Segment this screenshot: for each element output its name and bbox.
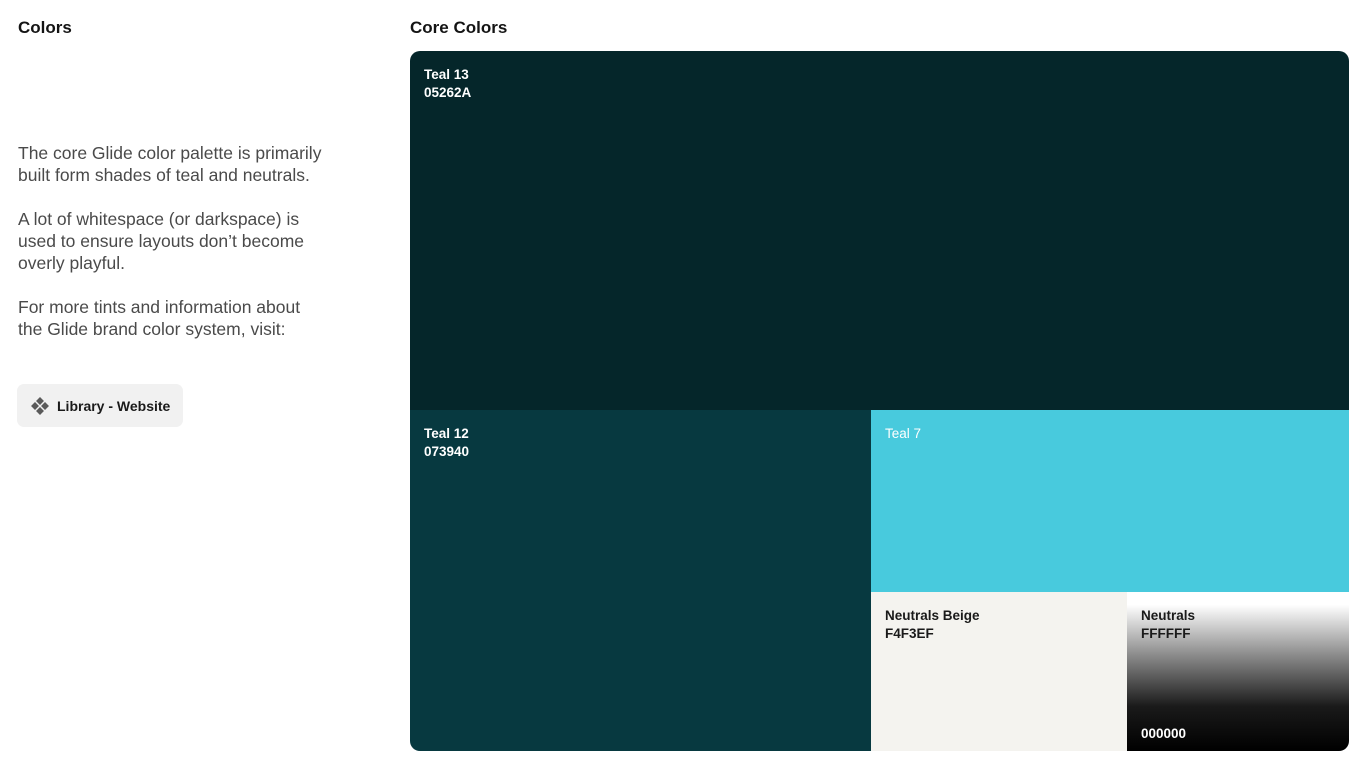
swatch-hex-top: FFFFFF [1141, 626, 1191, 641]
swatch-hex: 073940 [424, 444, 470, 459]
swatch-neutrals-label: Neutrals FFFFFF [1141, 607, 1195, 643]
swatch-hex: F4F3EF [885, 626, 934, 641]
swatch-teal-13: Teal 13 05262A [410, 51, 1349, 410]
color-palette: Teal 13 05262A Teal 12 073940 Teal 7 Neu… [410, 51, 1349, 751]
swatch-teal-7: Teal 7 [871, 410, 1349, 592]
library-website-button[interactable]: Library - Website [17, 384, 183, 427]
swatch-hex: 05262A [424, 85, 472, 100]
swatch-name: Teal 12 [424, 426, 469, 441]
component-diamond-icon [31, 396, 49, 415]
description-paragraph-2: A lot of whitespace (or darkspace) is us… [18, 209, 305, 273]
description: The core Glide color palette is primaril… [18, 142, 328, 362]
description-paragraph-1: The core Glide color palette is primaril… [18, 143, 322, 185]
swatch-name: Neutrals [1141, 608, 1196, 623]
swatch-name: Teal 7 [885, 426, 922, 441]
swatch-teal-13-label: Teal 13 05262A [424, 66, 471, 102]
swatch-neutrals-beige-label: Neutrals Beige F4F3EF [885, 607, 980, 643]
swatch-teal-12-label: Teal 12 073940 [424, 425, 469, 461]
swatch-teal-12: Teal 12 073940 [410, 410, 871, 751]
section-title: Colors [18, 18, 72, 37]
description-paragraph-3: For more tints and information about the… [18, 297, 301, 339]
swatch-neutrals-gradient: Neutrals FFFFFF 000000 [1127, 592, 1349, 751]
swatch-hex-bottom: 000000 [1141, 726, 1187, 741]
swatch-teal-7-label: Teal 7 [885, 425, 921, 443]
swatch-name: Teal 13 [424, 67, 469, 82]
core-colors-title: Core Colors [410, 18, 508, 37]
swatch-name: Neutrals Beige [885, 608, 980, 623]
swatch-neutrals-beige: Neutrals Beige F4F3EF [871, 592, 1127, 751]
library-website-label: Library - Website [57, 397, 171, 414]
